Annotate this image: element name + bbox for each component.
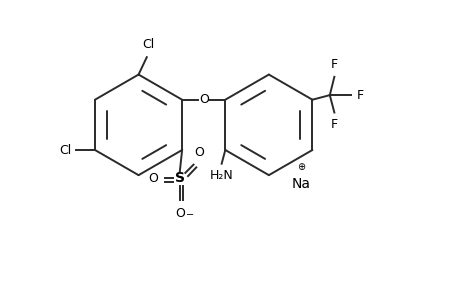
Text: Cl: Cl — [59, 143, 71, 157]
Text: O: O — [198, 93, 208, 106]
Text: H₂N: H₂N — [209, 169, 233, 182]
Text: S: S — [174, 171, 185, 185]
Text: F: F — [330, 118, 337, 131]
Text: F: F — [330, 58, 337, 71]
Text: O: O — [174, 207, 185, 220]
Text: O: O — [148, 172, 158, 185]
Text: O: O — [194, 146, 203, 159]
Text: Cl: Cl — [142, 38, 154, 51]
Text: Na: Na — [291, 177, 310, 191]
Text: F: F — [356, 88, 363, 102]
Text: ⊕: ⊕ — [296, 162, 304, 172]
Text: −: − — [185, 210, 194, 220]
